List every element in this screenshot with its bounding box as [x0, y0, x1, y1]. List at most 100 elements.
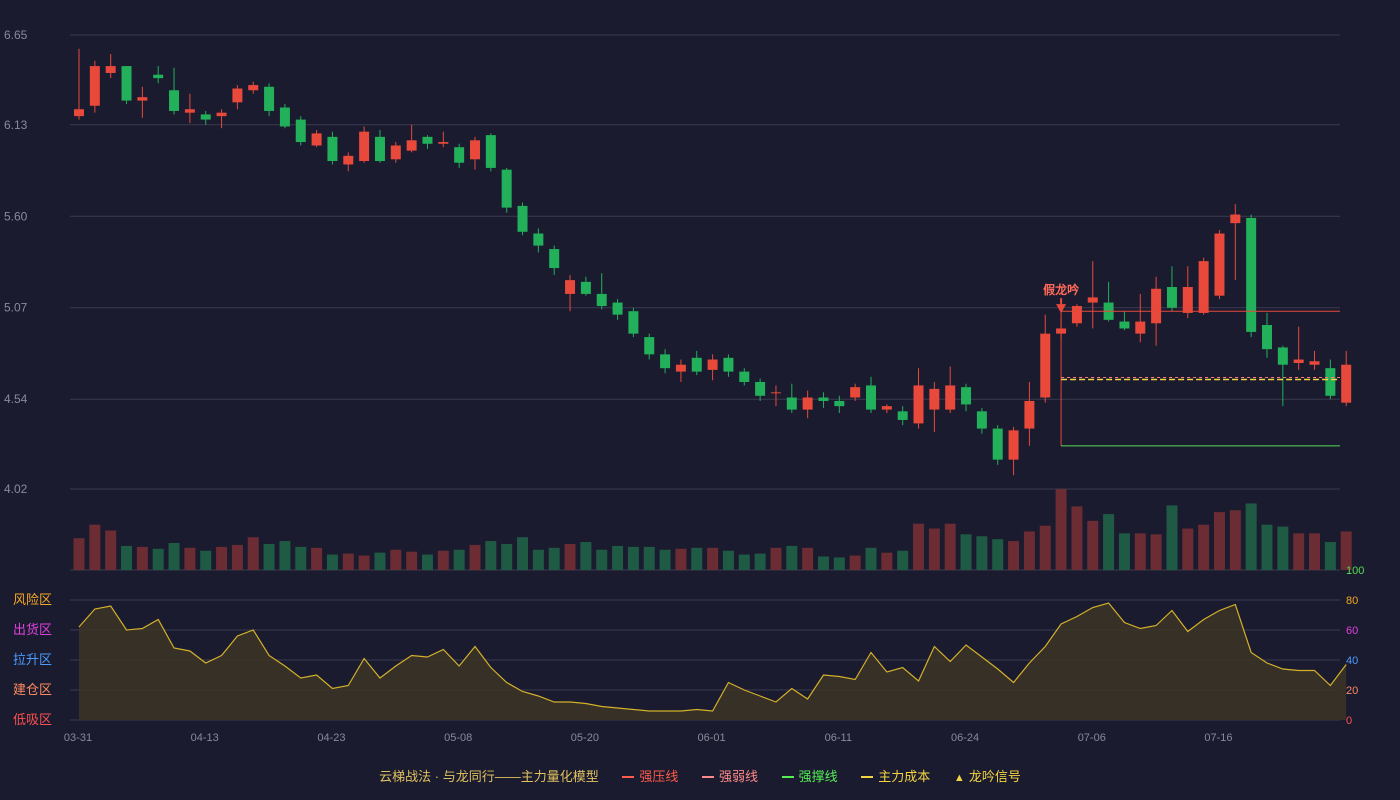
candle-body: [470, 140, 480, 160]
candle-body: [264, 86, 275, 111]
candle-body: [1262, 325, 1272, 350]
volume-bar: [802, 547, 814, 570]
volume-bar: [659, 549, 671, 570]
candle-body: [517, 205, 528, 232]
x-tick-label: 06-11: [825, 732, 852, 744]
osc-line: [78, 602, 1347, 712]
legend-label: 主力成本: [878, 769, 931, 784]
volume-bar: [564, 543, 576, 570]
candle-body: [105, 66, 116, 73]
volume-bar: [1118, 533, 1130, 570]
candle-body: [216, 112, 227, 117]
legend-label: 龙吟信号: [968, 769, 1021, 784]
legend-title: 云梯战法 · 与龙同行——主力量化模型: [379, 769, 599, 784]
candle-body: [390, 145, 401, 160]
legend: 云梯战法 · 与龙同行——主力量化模型 强压线 强弱线 强撑线 主力成本 ▲ 龙吟…: [0, 766, 1400, 785]
volume-bar: [612, 545, 624, 570]
candle-body: [1135, 321, 1146, 334]
candle-body: [691, 357, 702, 372]
volume-bar: [295, 546, 307, 570]
candle-body: [359, 131, 370, 162]
candle-body: [89, 66, 100, 106]
x-tick-label: 05-08: [444, 732, 472, 744]
x-tick-label: 04-23: [317, 732, 345, 744]
candle-body: [1309, 361, 1320, 365]
candle-body: [169, 90, 180, 111]
legend-item-weak: 强弱线: [702, 766, 758, 785]
volume-bar: [738, 554, 750, 570]
x-tick-label: 05-20: [571, 732, 599, 744]
legend-label: 强撑线: [798, 769, 838, 784]
candle-body: [279, 107, 290, 127]
volume-bar: [691, 547, 703, 570]
volume-bar: [786, 545, 798, 570]
candle-body: [533, 233, 544, 246]
zone-label: 拉升区: [13, 652, 52, 667]
candle-body: [739, 371, 750, 382]
candle-body: [628, 311, 639, 334]
candle-body: [327, 136, 338, 162]
volume-bar: [342, 553, 354, 570]
osc-tick-label: 20: [1346, 685, 1358, 697]
legend-label: 强弱线: [719, 769, 759, 784]
volume-bar: [406, 551, 418, 570]
volume-bar: [1229, 510, 1241, 570]
candle-body: [834, 400, 845, 407]
candle-body: [644, 337, 655, 355]
candle-body: [74, 109, 84, 117]
candle-body: [580, 281, 591, 294]
candle-body: [707, 359, 718, 370]
candle-body: [802, 397, 813, 410]
volume-bar: [944, 523, 956, 570]
volume-bar: [722, 550, 734, 570]
legend-label: 强压线: [639, 769, 679, 784]
zone-label: 风险区: [13, 592, 52, 607]
volume-bar: [1324, 542, 1336, 570]
volume-bar: [881, 552, 893, 570]
candle-body: [343, 155, 354, 165]
candle-body: [454, 147, 465, 163]
osc-tick-label: 100: [1346, 565, 1364, 577]
triangle-up-icon: ▲: [953, 772, 965, 784]
volume-bar: [216, 546, 228, 570]
osc-tick-label: 60: [1346, 625, 1358, 637]
candle-body: [1040, 333, 1051, 398]
candle-body: [1230, 214, 1241, 224]
volume-bar: [865, 547, 877, 570]
candle-body: [1087, 297, 1098, 303]
volume-bar: [1309, 533, 1321, 570]
candle-body: [1198, 261, 1209, 313]
candle-body: [485, 135, 496, 168]
volume-bar: [1198, 524, 1210, 570]
volume-bar: [1245, 503, 1257, 570]
volume-bar: [279, 541, 291, 570]
volume-bar: [992, 539, 1004, 570]
volume-bar: [453, 549, 465, 570]
volume-bar: [326, 554, 338, 570]
candle-body: [549, 249, 560, 269]
candle-body: [897, 411, 908, 420]
volume-bar: [231, 544, 243, 570]
volume-bar: [1087, 520, 1099, 570]
volume-bar: [1293, 533, 1305, 570]
candle-body: [422, 136, 433, 144]
volume-bar: [105, 530, 117, 570]
osc-area: [79, 603, 1347, 720]
candle-body: [200, 114, 211, 120]
candle-body: [1214, 233, 1225, 296]
legend-item-signal: ▲ 龙吟信号: [954, 766, 1021, 785]
x-tick-label: 07-06: [1078, 732, 1106, 744]
volume-bar: [580, 542, 592, 570]
candle-body: [1182, 287, 1193, 313]
legend-item-pressure: 强压线: [622, 766, 678, 785]
price-tick-label: 4.54: [4, 392, 28, 406]
candle-body: [881, 406, 892, 410]
volume-bar: [390, 549, 402, 570]
volume-bar: [897, 550, 909, 570]
candle-body: [501, 169, 512, 208]
volume-bar: [1340, 531, 1352, 570]
pressure-swatch-icon: [622, 775, 635, 778]
candle-body: [1293, 359, 1304, 363]
price-tick-label: 4.02: [4, 482, 28, 496]
volume-bar: [1023, 531, 1035, 570]
